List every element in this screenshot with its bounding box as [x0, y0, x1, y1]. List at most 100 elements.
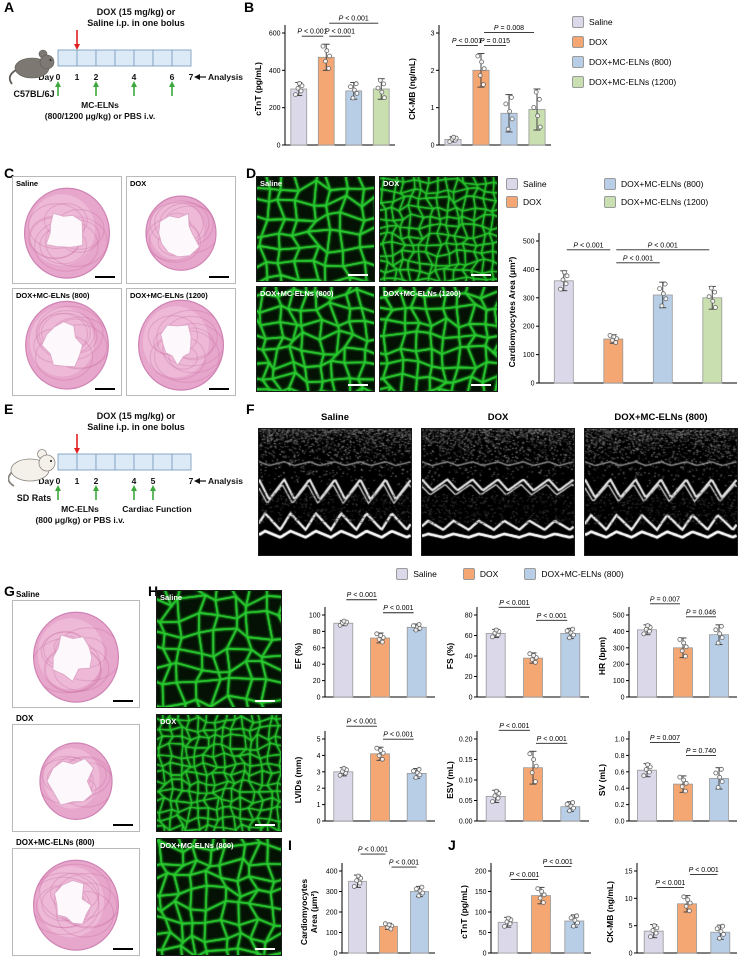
he-image-dox: DOX — [126, 176, 236, 284]
svg-text:0: 0 — [317, 819, 321, 826]
svg-text:1: 1 — [75, 476, 80, 486]
wga-image-rat-dox: DOX — [156, 714, 282, 832]
scale-bar — [113, 700, 133, 702]
svg-text:C57BL/6J: C57BL/6J — [13, 89, 54, 99]
legend-item-saline: Saline — [506, 178, 592, 190]
scale-bar — [209, 276, 229, 278]
svg-text:P < 0.001: P < 0.001 — [537, 613, 567, 620]
legend-swatch — [524, 568, 537, 580]
echo-title-dox: DOX — [487, 412, 509, 423]
svg-text:5: 5 — [151, 476, 156, 486]
he-image-eln800: DOX+MC-ELNs (800) — [12, 288, 122, 396]
svg-text:(800 μg/kg) or PBS i.v.: (800 μg/kg) or PBS i.v. — [35, 515, 124, 525]
legend-swatch — [572, 36, 584, 48]
bar-chart-fs: 0 20 40 60 80 FS (%) P < 0.001 P < 0.001 — [444, 590, 594, 710]
echo-drawing — [422, 429, 574, 555]
eln-dose-arrow — [131, 485, 137, 491]
echo-image-dox — [421, 428, 575, 556]
svg-text:7: 7 — [189, 476, 194, 486]
timeline-day-box — [114, 453, 135, 471]
svg-text:2: 2 — [94, 72, 99, 82]
rat-experiment-timeline: DOX (15 mg/kg) or Saline i.p. in one bolu… — [7, 406, 246, 566]
heart-section-drawing — [13, 289, 121, 395]
legend-label: DOX+MC-ELNs (800) — [541, 569, 624, 579]
svg-text:P < 0.001: P < 0.001 — [383, 605, 413, 612]
svg-text:2: 2 — [94, 476, 99, 486]
svg-text:4: 4 — [317, 753, 321, 760]
panel-label-A: A — [4, 0, 15, 15]
legend-label: DOX — [523, 197, 542, 207]
wga-stain-drawing — [157, 715, 281, 831]
wga-stain-drawing — [380, 177, 497, 281]
legend-label: Saline — [413, 569, 437, 579]
svg-text:CK-MB (ng/mL): CK-MB (ng/mL) — [407, 58, 417, 120]
svg-text:10: 10 — [625, 896, 633, 903]
legend-label: DOX+MC-ELNs (800) — [589, 57, 672, 67]
timeline-day-box — [76, 453, 97, 471]
svg-text:DOX (15 mg/kg) or: DOX (15 mg/kg) or — [97, 411, 176, 421]
svg-text:P = 0.740: P = 0.740 — [686, 748, 716, 755]
mouse-experiment-timeline: DOX (15 mg/kg) or Saline i.p. in one bolu… — [8, 2, 246, 162]
svg-text:6: 6 — [170, 72, 175, 82]
legend-item-eln800: DOX+MC-ELNs (800) — [572, 56, 740, 68]
svg-text:P < 0.001: P < 0.001 — [452, 38, 482, 45]
timeline-day-box — [95, 453, 116, 471]
svg-text:500: 500 — [523, 239, 535, 246]
svg-text:1: 1 — [431, 105, 435, 112]
he-image-eln1200: DOX+MC-ELNs (1200) — [126, 288, 236, 396]
wga-image-dox: DOX — [379, 176, 498, 282]
analysis-arrow — [194, 74, 200, 80]
wga-image-eln800: DOX+MC-ELNs (800) — [256, 286, 375, 392]
svg-text:300: 300 — [326, 889, 338, 896]
he-image-rat-dox — [12, 724, 140, 832]
svg-text:4: 4 — [132, 476, 137, 486]
svg-text:Cardiomyocytes: Cardiomyocytes — [299, 879, 309, 945]
image-label: Saline — [16, 179, 39, 188]
g-caption-dox: DOX — [16, 714, 34, 723]
svg-text:2: 2 — [317, 786, 321, 793]
dox-injection-arrow — [74, 448, 80, 454]
svg-text:400: 400 — [613, 629, 625, 636]
svg-text:P < 0.001: P < 0.001 — [347, 719, 377, 726]
legend-item-eln800: DOX+MC-ELNs (800) — [604, 178, 742, 190]
wga-image-rat-eln800: DOX+MC-ELNs (800) — [156, 838, 282, 956]
scale-bar — [209, 388, 229, 390]
svg-text:200: 200 — [523, 324, 535, 331]
svg-text:0: 0 — [334, 951, 338, 958]
svg-text:P < 0.001: P < 0.001 — [339, 16, 369, 23]
bar-chart-ef: 0 20 40 60 80 100 EF (%) P < 0.001 P < 0.001 — [292, 590, 440, 710]
he-image-rat-eln800 — [12, 848, 140, 956]
heart-section-drawing — [127, 289, 235, 395]
svg-text:HR (bpm): HR (bpm) — [597, 637, 607, 675]
wga-image-rat-saline: Saline — [156, 590, 282, 708]
svg-text:0.2: 0.2 — [615, 802, 625, 809]
legend-swatch — [572, 76, 584, 88]
image-label: DOX — [130, 179, 147, 188]
scale-bar — [348, 274, 368, 276]
bar-chart-ctnt-rat: 0 50 100 150 200 cTnT (pg/mL) P < 0.001 P < 0.0… — [458, 846, 596, 966]
svg-text:cTnT (pg/mL): cTnT (pg/mL) — [253, 62, 263, 116]
svg-text:SD Rats: SD Rats — [17, 493, 52, 503]
svg-text:Cardiomyocytes Area (μm²): Cardiomyocytes Area (μm²) — [507, 256, 517, 367]
legend-item-saline: Saline — [572, 16, 740, 28]
svg-text:0.8: 0.8 — [615, 753, 625, 760]
svg-text:P < 0.001: P < 0.001 — [383, 732, 413, 739]
wga-stain-drawing — [157, 839, 281, 955]
svg-text:P < 0.001: P < 0.001 — [325, 29, 355, 36]
svg-text:CK-MB (ng/mL): CK-MB (ng/mL) — [605, 881, 615, 943]
svg-text:5: 5 — [629, 923, 633, 930]
eln-dose-arrow — [55, 81, 61, 87]
scale-bar — [113, 948, 133, 950]
svg-text:MC-ELNs: MC-ELNs — [81, 100, 119, 110]
svg-text:0: 0 — [469, 695, 473, 702]
rat-icon — [7, 449, 56, 487]
svg-text:20: 20 — [465, 674, 473, 681]
svg-text:P < 0.001: P < 0.001 — [499, 600, 529, 607]
eln-dose-arrow — [93, 81, 99, 87]
timeline-day-box — [171, 49, 192, 67]
svg-text:Analysis: Analysis — [208, 476, 243, 486]
scale-bar — [471, 274, 491, 276]
legend-swatch — [462, 568, 475, 580]
panel-label-D: D — [246, 165, 257, 181]
